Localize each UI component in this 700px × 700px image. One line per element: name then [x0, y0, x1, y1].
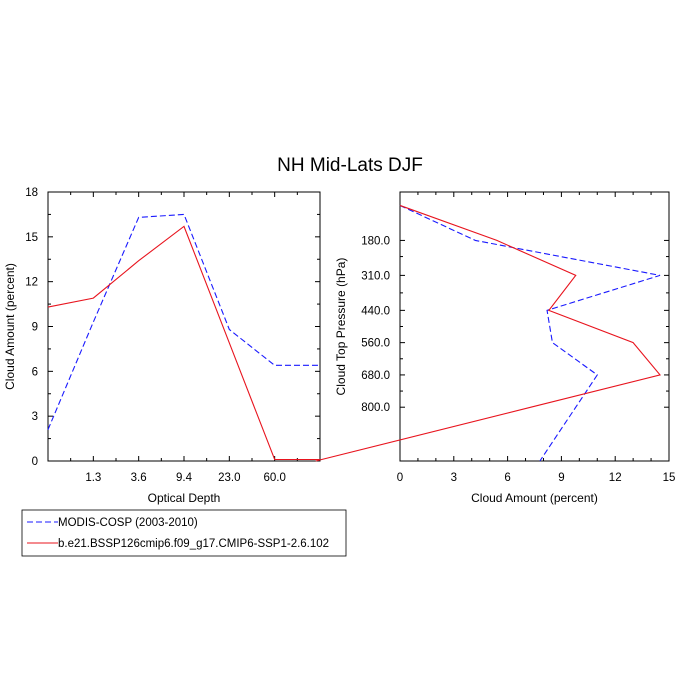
y-tick-label: 3 — [32, 411, 38, 423]
x-tick-label: 12 — [609, 472, 622, 484]
x-tick-label: 1.3 — [85, 472, 101, 484]
chart-cloud-top-pressure: 180.0 310.0 440.0 560.0 680.0 800.0 0 3 6 9 12 15 Cl… — [315, 191, 676, 505]
y-tick-label: 180.0 — [361, 235, 390, 247]
x-tick-label: 3.6 — [131, 472, 147, 484]
series-model-line — [47, 225, 320, 461]
x-tick-label: 9 — [558, 472, 564, 484]
y-axis-label: Cloud Amount (percent) — [3, 263, 17, 390]
series-modis-line — [399, 204, 661, 462]
legend: MODIS-COSP (2003-2010) b.e21.BSSP126cmip… — [21, 509, 347, 557]
x-tick-label: 3 — [451, 472, 457, 484]
y-tick-label: 310.0 — [361, 270, 390, 282]
y-tick-label: 18 — [25, 187, 38, 199]
x-tick-label: 9.4 — [176, 472, 193, 484]
x-tick-label: 6 — [504, 472, 510, 484]
y-tick-label: 12 — [25, 277, 38, 289]
y-tick-label: 680.0 — [361, 370, 390, 382]
x-axis-label: Optical Depth — [148, 491, 221, 505]
y-tick-label: 15 — [25, 232, 38, 244]
plot-frame — [47, 191, 321, 462]
x-axis-label: Cloud Amount (percent) — [471, 491, 598, 505]
series-modis-line — [47, 213, 320, 430]
legend-label-model: b.e21.BSSP126cmip6.f09_g17.CMIP6-SSP1-2.… — [58, 538, 329, 550]
y-tick-label: 560.0 — [361, 338, 390, 350]
y-tick-label: 440.0 — [361, 305, 390, 317]
y-tick-label: 9 — [32, 322, 38, 334]
y-axis-label: Cloud Top Pressure (hPa) — [334, 258, 348, 396]
x-tick-label: 0 — [397, 472, 403, 484]
x-tick-label: 23.0 — [218, 472, 240, 484]
chart-optical-depth: 0 3 6 9 12 15 18 1.3 3.6 9.4 23.0 60.0 Optical Depth… — [3, 187, 321, 505]
y-tick-label: 800.0 — [361, 402, 390, 414]
y-tick-label: 6 — [32, 366, 38, 378]
legend-box — [21, 509, 347, 557]
plot-frame — [399, 191, 670, 462]
chart-title: NH Mid-Lats DJF — [277, 155, 423, 176]
x-tick-label: 15 — [663, 472, 676, 484]
x-tick-label: 60.0 — [263, 472, 285, 484]
legend-label-modis: MODIS-COSP (2003-2010) — [58, 517, 198, 529]
series-model-line — [315, 204, 662, 462]
y-tick-label: 0 — [32, 456, 38, 468]
